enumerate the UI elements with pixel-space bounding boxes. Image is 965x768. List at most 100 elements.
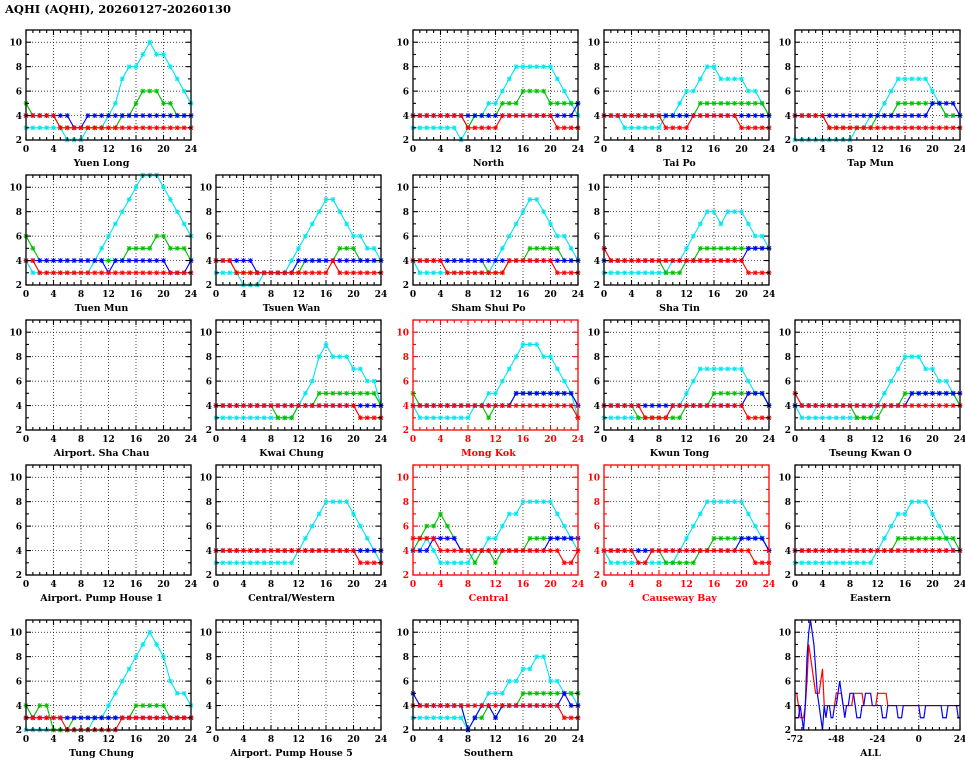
marker-blue [486,258,492,263]
marker-cyan [499,523,505,529]
marker-red [615,403,621,408]
marker-red [133,125,139,131]
x-tick-label: 12 [102,735,115,745]
marker-red [704,548,710,553]
marker-cyan [916,354,922,360]
x-tick-label: 24 [954,435,965,445]
marker-cyan [615,560,621,566]
marker-red [254,403,260,408]
marker-blue [344,258,350,263]
marker-blue [174,113,180,118]
marker-red [458,270,464,276]
marker-red [154,270,160,276]
marker-red [465,125,471,131]
y-tick-label: 2 [206,281,212,291]
marker-red [451,403,457,408]
marker-cyan [725,499,731,505]
marker-red [548,703,553,708]
x-tick-label: 16 [517,580,530,590]
y-tick-label: 4 [594,112,600,122]
marker-red [902,548,908,553]
marker-cyan [330,197,336,202]
marker-cyan [167,64,173,70]
marker-red [690,258,696,263]
marker-cyan [677,100,683,106]
marker-blue [99,258,105,263]
marker-red [752,125,758,131]
x-tick-label: 8 [465,435,471,445]
marker-blue [561,390,567,396]
marker-cyan [112,690,118,696]
marker-blue [833,113,839,118]
marker-green [527,690,533,696]
marker-green [725,100,731,106]
marker-red [711,403,717,408]
marker-blue [868,113,874,118]
marker-red [847,125,853,131]
y-tick-label: 4 [594,257,600,267]
y-tick-label: 10 [778,628,791,638]
marker-cyan [923,366,929,372]
marker-red [568,403,574,408]
y-tick-label: 10 [199,328,212,338]
marker-cyan [344,499,350,505]
x-tick-label: 4 [437,435,443,445]
marker-red [71,125,77,131]
marker-cyan [527,666,533,672]
marker-cyan [167,678,173,684]
marker-green [725,535,731,541]
x-tick-label: 4 [628,580,634,590]
y-tick-label: 2 [16,281,22,291]
marker-red [364,415,370,421]
marker-green [677,560,683,566]
marker-red [561,715,567,721]
marker-green [30,245,36,251]
marker-red [656,113,662,118]
marker-red [622,548,628,553]
x-tick-label: 24 [763,145,776,155]
y-tick-label: 6 [594,522,600,532]
marker-red [690,403,696,408]
marker-cyan [513,678,519,684]
marker-red [820,113,825,118]
marker-red [424,113,430,118]
marker-red [711,258,717,263]
marker-red [296,403,301,408]
x-tick-label: 24 [572,735,585,745]
marker-blue [739,535,744,541]
panel-title: Eastern [849,593,892,604]
marker-cyan [527,499,533,505]
marker-red [888,548,894,553]
marker-blue [140,258,146,263]
marker-blue [861,113,867,118]
x-tick-label: 12 [489,290,502,300]
panel-mong-kok: 2 4 6 8 10 0 4 8 12 16 20 24 Mong Kok [389,316,588,468]
marker-cyan [438,125,443,131]
marker-red [684,258,689,263]
x-tick-label: 16 [899,145,912,155]
marker-red [444,113,450,118]
marker-cyan [140,52,146,57]
marker-blue [444,535,450,541]
marker-cyan [684,245,689,251]
marker-blue [92,258,98,263]
marker-red [861,548,867,553]
marker-cyan [881,100,887,106]
marker-red [888,403,894,408]
x-tick-label: 0 [792,580,798,590]
marker-red [704,113,710,118]
marker-red [561,125,567,131]
y-tick-label: 6 [206,677,212,687]
marker-red [950,548,956,553]
marker-red [268,270,274,276]
marker-red [847,548,853,553]
marker-cyan [697,221,703,227]
marker-cyan [351,511,356,517]
marker-red [181,270,187,276]
marker-green [161,100,166,106]
y-tick-label: 6 [403,522,409,532]
marker-cyan [133,654,139,660]
marker-red [161,270,166,276]
